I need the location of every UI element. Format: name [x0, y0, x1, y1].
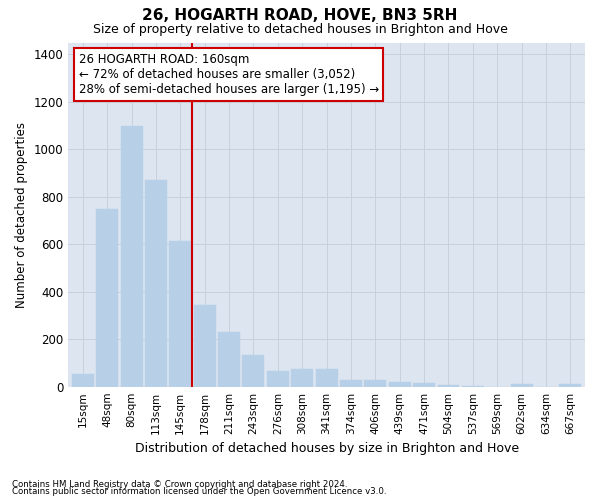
Bar — [559, 384, 581, 386]
Bar — [267, 372, 289, 386]
Bar — [194, 305, 215, 386]
Bar — [291, 369, 313, 386]
Bar — [145, 180, 167, 386]
Bar — [121, 126, 143, 386]
Text: 26, HOGARTH ROAD, HOVE, BN3 5RH: 26, HOGARTH ROAD, HOVE, BN3 5RH — [142, 8, 458, 22]
Bar — [511, 384, 533, 386]
Bar — [96, 208, 118, 386]
Bar — [389, 382, 410, 386]
Text: Size of property relative to detached houses in Brighton and Hove: Size of property relative to detached ho… — [92, 22, 508, 36]
Text: Contains HM Land Registry data © Crown copyright and database right 2024.: Contains HM Land Registry data © Crown c… — [12, 480, 347, 489]
Bar — [413, 383, 435, 386]
Bar — [316, 369, 338, 386]
Text: Contains public sector information licensed under the Open Government Licence v3: Contains public sector information licen… — [12, 487, 386, 496]
Bar — [437, 385, 460, 386]
Bar — [242, 354, 265, 386]
Text: 26 HOGARTH ROAD: 160sqm
← 72% of detached houses are smaller (3,052)
28% of semi: 26 HOGARTH ROAD: 160sqm ← 72% of detache… — [79, 53, 379, 96]
Bar — [218, 332, 240, 386]
Bar — [364, 380, 386, 386]
Bar — [169, 240, 191, 386]
Bar — [340, 380, 362, 386]
Bar — [72, 374, 94, 386]
Y-axis label: Number of detached properties: Number of detached properties — [15, 122, 28, 308]
X-axis label: Distribution of detached houses by size in Brighton and Hove: Distribution of detached houses by size … — [134, 442, 518, 455]
